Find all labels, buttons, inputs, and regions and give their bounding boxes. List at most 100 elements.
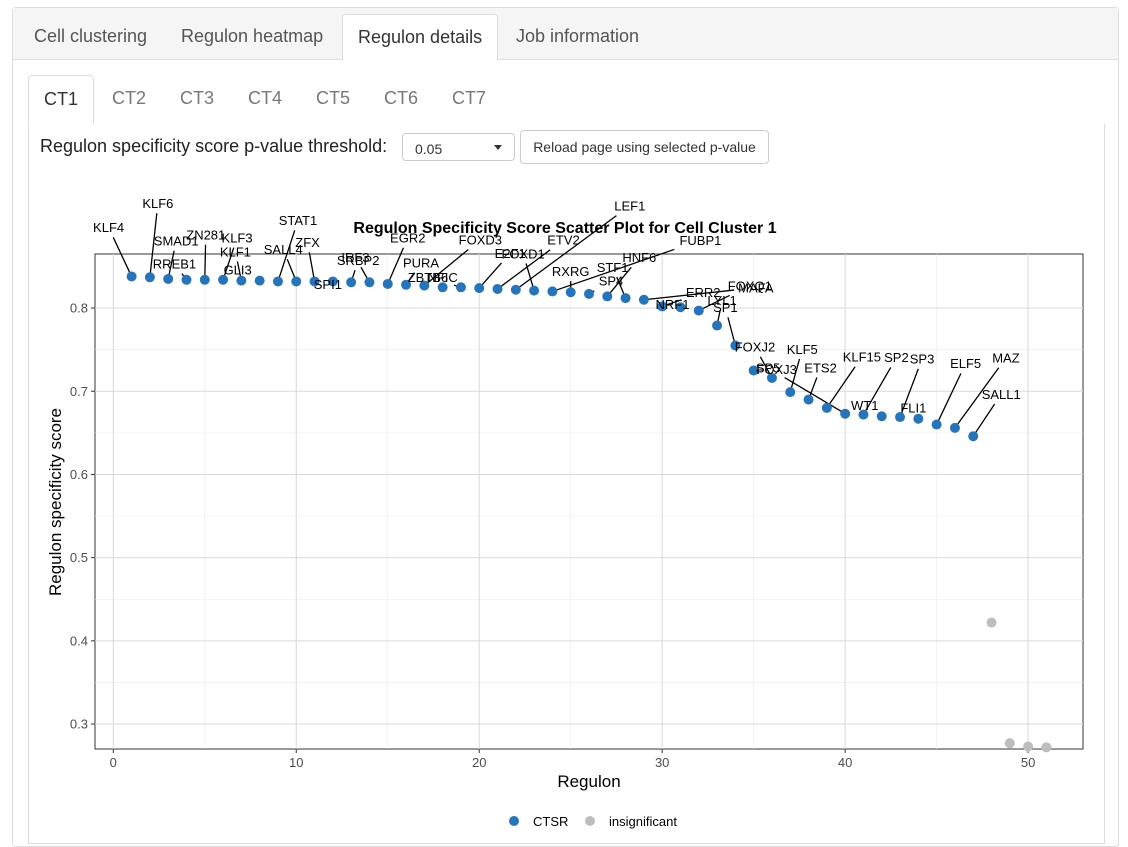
point-label: SRBP2 <box>337 253 380 268</box>
x-tick-label: 40 <box>838 755 852 770</box>
point-label: ELF5 <box>950 356 981 371</box>
point-label: SPI1 <box>314 277 342 292</box>
data-point <box>766 372 777 383</box>
point-label: SALL4 <box>264 242 303 257</box>
data-point <box>126 271 137 282</box>
data-point <box>291 276 302 287</box>
point-label: KLF4 <box>93 220 124 235</box>
point-label: E2F1 <box>495 246 526 261</box>
data-point <box>949 422 960 433</box>
label-leader-line <box>972 403 996 437</box>
point-label: ZFX <box>295 235 320 250</box>
label-leader-line <box>826 366 856 409</box>
tab-ct7[interactable]: CT7 <box>452 88 487 108</box>
data-point <box>309 276 320 287</box>
x-axis-label: Regulon <box>557 772 620 791</box>
data-point <box>181 274 192 285</box>
y-axis-label: Regulon specificity score <box>46 408 65 596</box>
point-label: ZN281 <box>186 227 225 242</box>
data-point <box>730 340 741 351</box>
pvalue-threshold-label: Regulon specificity score p-value thresh… <box>40 136 388 156</box>
tab-ct5[interactable]: CT5 <box>316 88 351 108</box>
point-label: FOXJ3 <box>756 362 796 377</box>
point-label: MAFA <box>738 280 774 295</box>
point-label: IRF3 <box>341 250 369 265</box>
legend-label: CTSR <box>533 814 568 829</box>
point-label: FLI1 <box>900 400 926 415</box>
grid <box>95 254 1083 749</box>
label-leader-line <box>423 248 469 287</box>
point-label: HNF6 <box>622 250 656 265</box>
data-point <box>163 273 174 284</box>
label-leader-line <box>387 247 405 285</box>
point-label: WT1 <box>851 398 878 413</box>
data-point <box>803 394 814 405</box>
tab-regulon-heatmap[interactable]: Regulon heatmap <box>181 26 324 46</box>
data-point <box>785 387 796 398</box>
data-point <box>474 283 485 294</box>
label-leader-line <box>149 213 158 278</box>
point-label: SP2 <box>884 350 909 365</box>
point-label: ERR2 <box>686 285 721 300</box>
y-tick-label: 0.6 <box>70 467 88 482</box>
tab-regulon-details[interactable]: Regulon details <box>342 14 499 61</box>
pvalue-selected-value: 0.05 <box>415 141 443 157</box>
data-point <box>1004 738 1015 749</box>
point-label: KLF1 <box>220 244 251 259</box>
point-label: STF1 <box>597 260 629 275</box>
tab-cell-clustering[interactable]: Cell clustering <box>34 26 148 46</box>
axis-ticks: 0 10 20 30 40 50 0.3 0.4 0.5 0.6 0.7 0.8 <box>70 301 1035 770</box>
point-label: SMAD1 <box>154 234 199 249</box>
data-point <box>931 419 942 430</box>
tab-ct6[interactable]: CT6 <box>384 88 419 108</box>
y-tick-label: 0.7 <box>70 384 88 399</box>
data-point <box>748 365 759 376</box>
data-point <box>858 409 869 420</box>
point-label: ZBTB6 <box>408 270 448 285</box>
tab-ct3[interactable]: CT3 <box>180 88 215 108</box>
data-point <box>712 320 723 331</box>
data-point <box>144 272 155 283</box>
y-tick-label: 0.8 <box>70 301 88 316</box>
point-label: KLF3 <box>222 230 253 245</box>
label-leader-line <box>643 289 735 301</box>
point-label: ETS2 <box>804 360 837 375</box>
data-point <box>565 287 576 298</box>
data-point <box>657 301 668 312</box>
legend-swatch <box>585 816 595 826</box>
y-tick-label: 0.4 <box>70 633 88 648</box>
tab-ct2[interactable]: CT2 <box>112 88 147 108</box>
data-point <box>272 276 283 287</box>
plot-panel <box>94 253 1084 750</box>
data-point <box>986 617 997 628</box>
data-point <box>455 282 466 293</box>
y-tick-label: 0.5 <box>70 550 88 565</box>
data-point <box>218 274 229 285</box>
legend: CTSR insignificant <box>509 814 677 829</box>
tab-ct1[interactable]: CT1 <box>28 75 95 124</box>
pvalue-select[interactable]: 0.05 <box>402 133 515 161</box>
data-point <box>840 408 851 419</box>
point-label: EGR2 <box>390 231 425 246</box>
point-label: ETV2 <box>547 233 580 248</box>
data-point <box>327 276 338 287</box>
reload-button[interactable]: Reload page using selected p-value <box>520 130 769 164</box>
x-tick-label: 30 <box>655 755 669 770</box>
data-point <box>968 431 979 442</box>
x-tick-label: 10 <box>289 755 303 770</box>
data-point <box>675 302 686 313</box>
label-leader-line <box>936 373 962 425</box>
label-leader-line <box>552 248 675 293</box>
data-point <box>913 413 924 424</box>
data-point <box>401 279 412 290</box>
tab-ct4[interactable]: CT4 <box>248 88 283 108</box>
point-label: NRF1 <box>656 297 690 312</box>
x-tick-label: 50 <box>1021 755 1035 770</box>
label-leader-line <box>277 230 296 282</box>
point-label: KLF15 <box>843 350 881 365</box>
data-point <box>620 293 631 304</box>
data-point <box>1023 741 1034 752</box>
label-leader-line <box>497 249 551 290</box>
point-label: SP1 <box>713 300 738 315</box>
tab-job-information[interactable]: Job information <box>516 26 640 46</box>
